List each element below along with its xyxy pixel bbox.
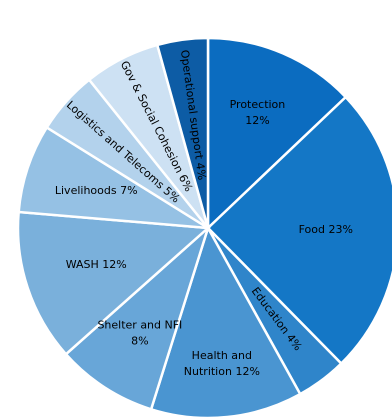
slice-operational-support (155, 36, 210, 229)
slice-protection (206, 36, 348, 231)
label-line-1: Health and (192, 349, 252, 362)
label-line-2: 12% (245, 114, 269, 127)
pie-slices (16, 36, 392, 419)
label-line-1: Shelter and NFI (97, 318, 182, 331)
slice-food (206, 95, 392, 366)
slice-wash (16, 210, 212, 356)
label-line-1: Protection (230, 98, 286, 111)
label-shelter-and-nfi: Shelter and NFI 8% (97, 318, 182, 347)
label-health-and-nutrition: Health and Nutrition 12% (184, 349, 260, 378)
label-line-2: 8% (131, 334, 148, 347)
label-food: Food 23% (299, 223, 353, 236)
slice-shelter-and-nfi (64, 224, 211, 411)
label-line-2: Nutrition 12% (184, 365, 260, 378)
slice-health-and-nutrition (149, 224, 302, 419)
label-livelihoods: Livelihoods 7% (55, 184, 138, 197)
label-protection: Protection 12% (230, 98, 286, 127)
label-wash: WASH 12% (66, 258, 127, 271)
